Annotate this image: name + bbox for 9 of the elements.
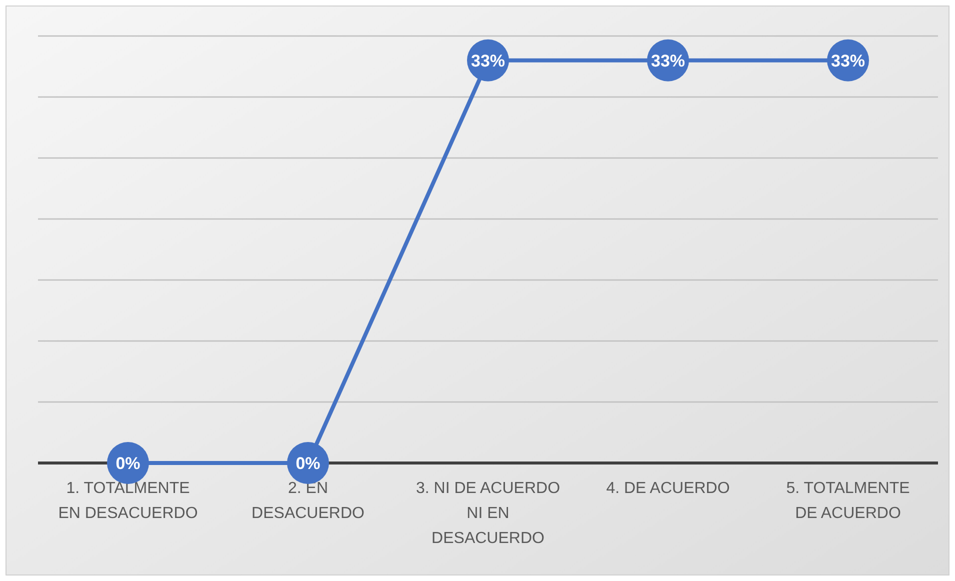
data-label: 33% [830, 51, 866, 70]
x-tick-label: 4. DE ACUERDO [606, 480, 730, 497]
x-tick-label: 1. TOTALMENTE EN DESACUERDO [58, 480, 198, 522]
x-tick-label: 5. TOTALMENTE DE ACUERDO [786, 480, 910, 522]
x-tick-label: 3. NI DE ACUERDO NI EN DESACUERDO [416, 480, 560, 547]
data-label: 33% [650, 51, 686, 70]
data-label: 0% [116, 454, 140, 473]
data-label: 0% [296, 454, 320, 473]
data-label: 33% [470, 51, 506, 70]
